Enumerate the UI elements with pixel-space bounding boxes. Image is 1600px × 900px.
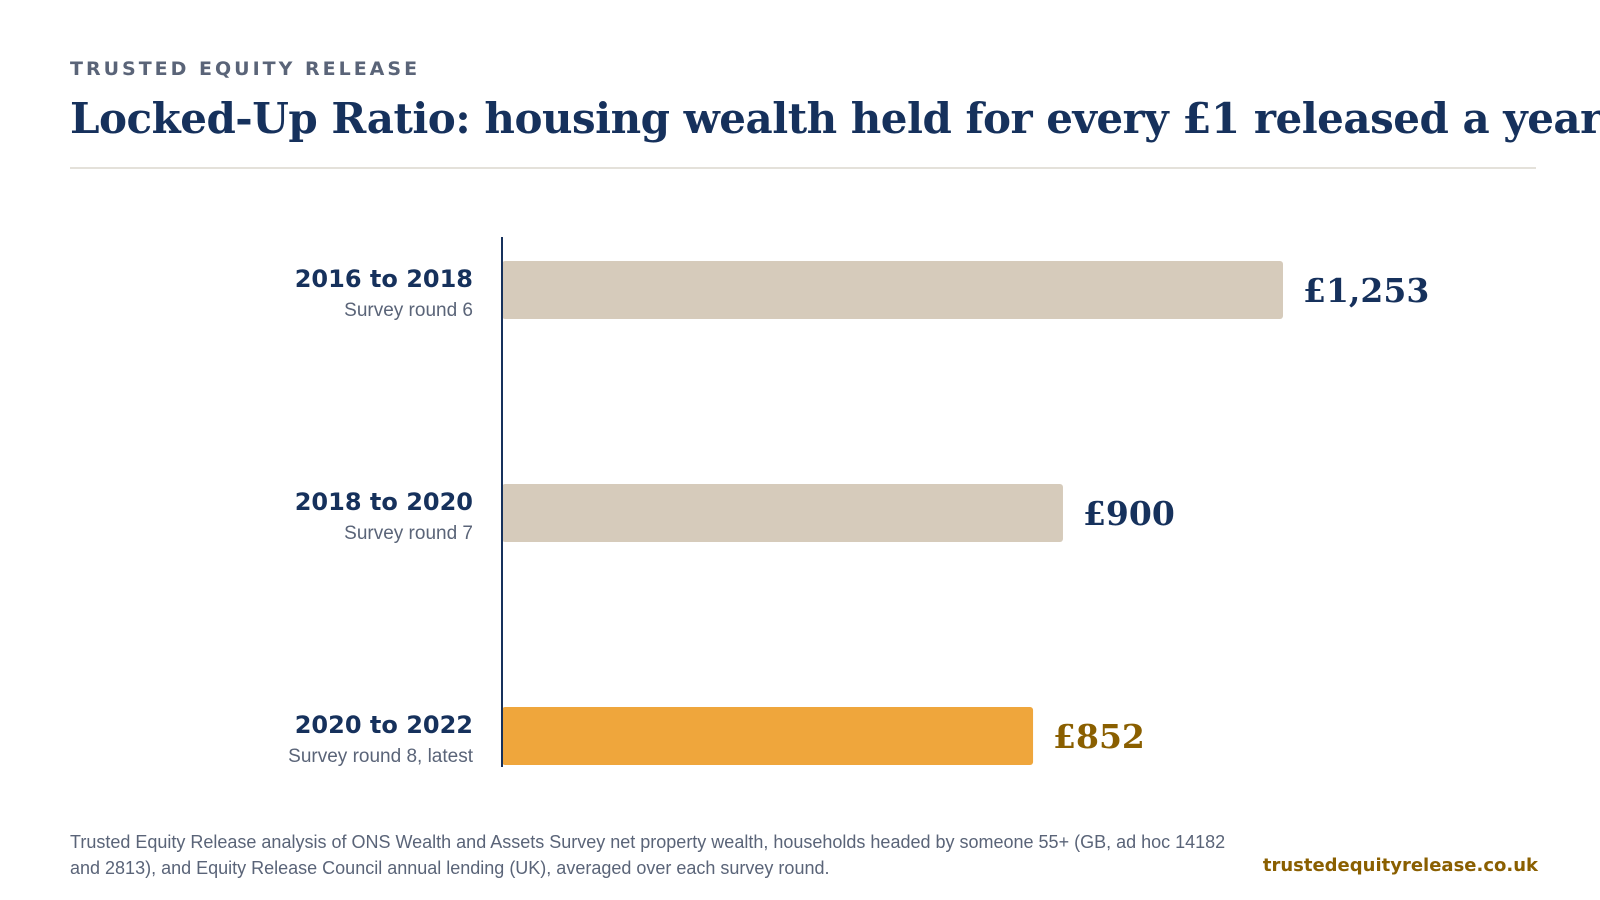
title-divider xyxy=(70,167,1536,169)
brand-eyebrow: TRUSTED EQUITY RELEASE xyxy=(70,58,421,80)
bar-3 xyxy=(502,707,1034,765)
source-footnote: Trusted Equity Release analysis of ONS W… xyxy=(70,832,1226,878)
value-label-2: £900 xyxy=(1083,494,1175,533)
bar-2 xyxy=(502,484,1063,542)
category-sublabel-1: Survey round 6 xyxy=(344,300,473,321)
category-label-3: 2020 to 2022 xyxy=(295,711,473,739)
value-label-1: £1,253 xyxy=(1303,271,1429,310)
category-sublabel-3: Survey round 8, latest xyxy=(288,746,474,767)
value-label-3: £852 xyxy=(1053,717,1145,756)
category-label-2: 2018 to 2020 xyxy=(295,488,473,516)
chart-title: Locked-Up Ratio: housing wealth held for… xyxy=(70,94,1600,143)
site-link[interactable]: trustedequityrelease.co.uk xyxy=(1262,855,1538,876)
category-label-1: 2016 to 2018 xyxy=(295,265,473,293)
category-sublabel-2: Survey round 7 xyxy=(344,523,473,544)
bar-1 xyxy=(502,261,1283,319)
